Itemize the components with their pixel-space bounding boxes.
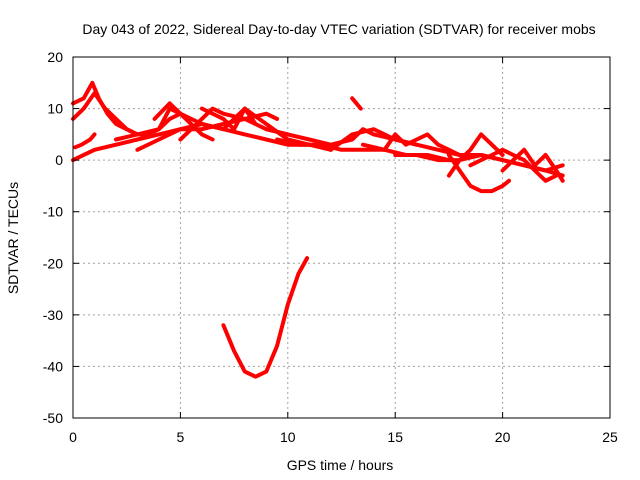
data-series [71,80,565,379]
x-tick-label: 25 [602,429,618,445]
y-axis-label: SDTVAR / TECUs [5,182,21,294]
series-arc-q [446,153,511,194]
series-arc-b [71,80,151,137]
y-tick-label: -40 [43,358,63,374]
series-arc-n [361,132,462,157]
y-tick-label: -20 [43,255,63,271]
y-tick-label: -10 [43,204,63,220]
x-axis-label: GPS time / hours [287,457,394,473]
series-arc-o [393,153,565,173]
grid-lines [73,57,610,418]
axis-ticks: 0 5 10 15 20 25 -50 -40 -30 -20 -10 0 10 20 [43,49,618,445]
y-tick-label: 0 [55,152,63,168]
series-arc-p [446,132,505,178]
x-tick-label: 0 [69,429,77,445]
y-tick-label: 10 [47,101,63,117]
series-arc-s [500,147,565,183]
plot-frame [72,56,611,419]
x-tick-label: 20 [495,429,511,445]
series-arc-r [468,147,559,183]
series-arc-t [221,256,310,379]
y-tick-label: 20 [47,49,63,65]
series-arc-l [350,96,363,111]
y-tick-label: -50 [43,410,63,426]
x-tick-label: 10 [280,429,296,445]
series-arc-g [152,101,215,142]
x-tick-label: 15 [387,429,403,445]
x-tick-label: 5 [177,429,185,445]
series-arc-d [73,132,97,150]
chart-title: Day 043 of 2022, Sidereal Day-to-day VTE… [82,21,595,37]
y-tick-label: -30 [43,307,63,323]
